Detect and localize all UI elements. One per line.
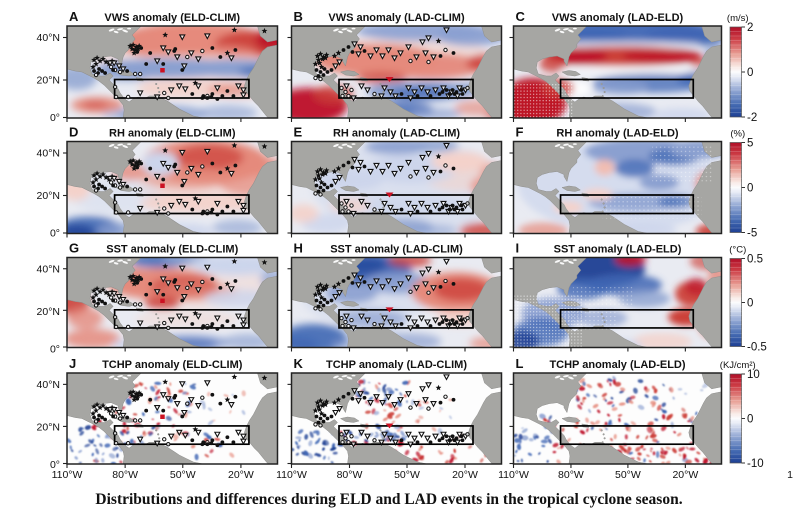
svg-text:20°N: 20°N [37, 190, 60, 202]
svg-text:0°: 0° [50, 112, 60, 124]
svg-text:TCHP anomaly (ELD-CLIM): TCHP anomaly (ELD-CLIM) [102, 359, 243, 371]
svg-text:-2: -2 [747, 112, 757, 124]
svg-text:-10: -10 [747, 458, 764, 470]
svg-text:(KJ/cm²): (KJ/cm²) [720, 360, 756, 371]
svg-text:A: A [69, 9, 79, 24]
svg-text:SST anomaly (LAD-CLIM): SST anomaly (LAD-CLIM) [330, 244, 463, 256]
svg-text:20°W: 20°W [228, 469, 254, 481]
svg-text:B: B [294, 9, 303, 24]
svg-text:0: 0 [747, 67, 753, 79]
svg-text:RH anomaly (LAD-ELD): RH anomaly (LAD-ELD) [556, 128, 679, 140]
svg-text:80°W: 80°W [112, 469, 138, 481]
svg-text:SST anomaly (ELD-CLIM): SST anomaly (ELD-CLIM) [106, 244, 238, 256]
svg-text:(m/s): (m/s) [727, 13, 749, 24]
svg-text:C: C [516, 9, 526, 24]
svg-text:(%): (%) [730, 129, 745, 140]
svg-text:L: L [516, 356, 524, 371]
svg-text:SST anomaly (LAD-ELD): SST anomaly (LAD-ELD) [554, 244, 682, 256]
svg-text:I: I [516, 241, 520, 256]
svg-text:50°W: 50°W [615, 469, 641, 481]
svg-text:J: J [69, 356, 76, 371]
svg-text:50°W: 50°W [170, 469, 196, 481]
svg-text:10: 10 [747, 369, 760, 381]
svg-text:E: E [294, 125, 303, 140]
svg-text:TCHP anomaly (LAD-CLIM): TCHP anomaly (LAD-CLIM) [326, 359, 467, 371]
svg-text:20°N: 20°N [37, 306, 60, 318]
svg-text:20°N: 20°N [37, 422, 60, 434]
svg-text:80°W: 80°W [337, 469, 363, 481]
svg-text:5: 5 [747, 138, 753, 150]
svg-text:20°N: 20°N [37, 75, 60, 87]
svg-text:F: F [516, 125, 524, 140]
svg-text:80°W: 80°W [558, 469, 584, 481]
svg-text:40°N: 40°N [37, 148, 60, 160]
svg-text:110°W: 110°W [276, 469, 307, 481]
svg-text:0: 0 [747, 298, 753, 310]
svg-text:(°C): (°C) [729, 245, 746, 256]
svg-text:VWS anomaly (LAD-CLIM): VWS anomaly (LAD-CLIM) [328, 12, 465, 24]
svg-text:50°W: 50°W [394, 469, 420, 481]
svg-text:40°N: 40°N [37, 32, 60, 44]
svg-text:RH anomaly (LAD-CLIM): RH anomaly (LAD-CLIM) [333, 128, 460, 140]
svg-text:0°: 0° [50, 228, 60, 240]
svg-text:20°W: 20°W [672, 469, 698, 481]
svg-text:D: D [69, 125, 78, 140]
svg-text:0: 0 [747, 414, 753, 426]
svg-text:20°W: 20°W [452, 469, 478, 481]
svg-text:2: 2 [747, 22, 753, 34]
svg-text:40°N: 40°N [37, 379, 60, 391]
svg-text:Distributions and differences: Distributions and differences during ELD… [95, 491, 682, 508]
svg-text:110°W: 110°W [52, 469, 83, 481]
svg-text:VWS anomaly (LAD-ELD): VWS anomaly (LAD-ELD) [552, 12, 684, 24]
svg-text:0°: 0° [50, 344, 60, 356]
svg-text:0°: 0° [50, 459, 60, 471]
svg-text:1: 1 [787, 469, 793, 481]
svg-text:K: K [294, 356, 304, 371]
svg-text:H: H [294, 241, 303, 256]
svg-text:40°N: 40°N [37, 264, 60, 276]
svg-text:VWS anomaly (ELD-CLIM): VWS anomaly (ELD-CLIM) [104, 12, 240, 24]
svg-text:-0.5: -0.5 [747, 342, 767, 354]
svg-text:110°W: 110°W [498, 469, 529, 481]
svg-text:RH anomaly (ELD-CLIM): RH anomaly (ELD-CLIM) [109, 128, 236, 140]
svg-text:-5: -5 [747, 228, 757, 240]
svg-text:0: 0 [747, 183, 753, 195]
svg-text:G: G [69, 241, 79, 256]
svg-text:0.5: 0.5 [747, 254, 763, 266]
svg-text:TCHP anomaly (LAD-ELD): TCHP anomaly (LAD-ELD) [549, 359, 685, 371]
